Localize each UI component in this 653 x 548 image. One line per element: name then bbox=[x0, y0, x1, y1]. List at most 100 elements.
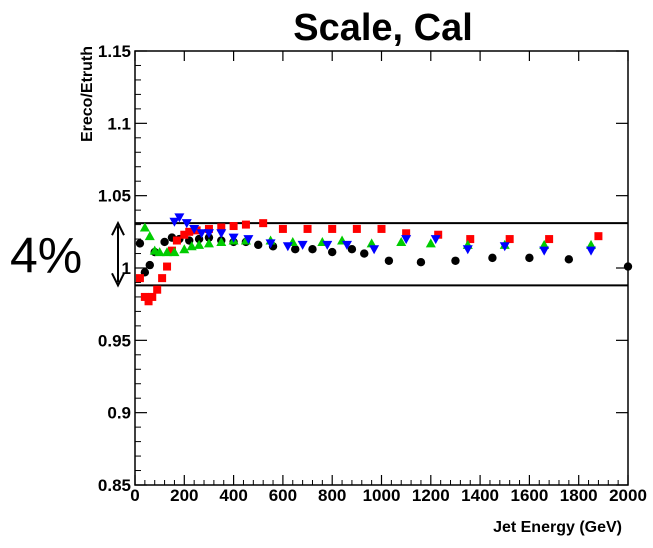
y-tick-label: 1.15 bbox=[98, 42, 131, 61]
data-point-s4 bbox=[539, 246, 550, 256]
data-point-s2 bbox=[377, 224, 386, 233]
data-point-s3 bbox=[366, 238, 377, 248]
data-point-s4 bbox=[243, 235, 254, 245]
data-point-s1 bbox=[525, 253, 534, 263]
band-arrow-head-down bbox=[111, 272, 125, 288]
band-arrow-head-up bbox=[111, 220, 125, 236]
data-point-s1 bbox=[160, 237, 169, 247]
y-tick-label: 0.95 bbox=[98, 331, 131, 350]
data-point-s3 bbox=[154, 247, 165, 257]
data-point-s1 bbox=[347, 244, 357, 254]
data-point-s3 bbox=[194, 239, 205, 249]
data-point-s3 bbox=[539, 239, 550, 249]
data-point-s1 bbox=[488, 253, 497, 263]
data-point-s4 bbox=[499, 242, 510, 252]
data-point-s2 bbox=[135, 274, 144, 283]
data-point-s4 bbox=[265, 239, 276, 249]
x-tick-label: 1600 bbox=[510, 486, 548, 505]
data-point-s2 bbox=[466, 235, 475, 244]
data-point-s2 bbox=[180, 230, 189, 239]
data-point-s2 bbox=[259, 219, 268, 228]
data-point-s1 bbox=[291, 244, 300, 254]
data-point-s4 bbox=[216, 229, 227, 239]
data-point-s1 bbox=[564, 255, 574, 264]
data-point-s2 bbox=[278, 224, 287, 233]
x-tick-label: 200 bbox=[170, 486, 198, 505]
x-tick-label: 1000 bbox=[363, 486, 401, 505]
data-point-s4 bbox=[174, 213, 185, 223]
data-point-s4 bbox=[297, 240, 308, 250]
x-tick-label: 1800 bbox=[560, 486, 598, 505]
data-point-s3 bbox=[179, 244, 190, 254]
data-point-s2 bbox=[217, 223, 226, 232]
data-point-s3 bbox=[216, 236, 227, 246]
data-point-s3 bbox=[586, 239, 597, 249]
data-point-s1 bbox=[416, 258, 426, 267]
data-point-s2 bbox=[167, 246, 176, 255]
plot-frame bbox=[134, 50, 629, 486]
y-tick-label: 0.85 bbox=[98, 476, 131, 495]
data-point-s3 bbox=[425, 238, 436, 248]
data-point-s2 bbox=[148, 292, 157, 301]
data-point-s3 bbox=[169, 247, 180, 257]
data-point-s1 bbox=[135, 239, 145, 248]
data-point-s4 bbox=[189, 224, 200, 234]
y-tick-label: 1.1 bbox=[107, 114, 131, 133]
data-point-s4 bbox=[430, 235, 441, 245]
data-point-s1 bbox=[623, 262, 633, 271]
data-point-s1 bbox=[308, 244, 317, 254]
y-tick-label: 0.9 bbox=[107, 404, 131, 423]
data-point-s2 bbox=[545, 235, 554, 244]
data-point-s2 bbox=[434, 230, 443, 239]
data-point-s3 bbox=[203, 238, 214, 248]
data-point-s2 bbox=[352, 224, 361, 233]
data-point-s4 bbox=[462, 245, 473, 255]
band-label: 4% bbox=[10, 227, 82, 283]
x-tick-label: 400 bbox=[219, 486, 247, 505]
data-point-s4 bbox=[181, 219, 192, 229]
data-point-s4 bbox=[322, 240, 333, 250]
data-point-s2 bbox=[328, 224, 337, 233]
x-tick-label: 0 bbox=[130, 486, 139, 505]
data-point-s2 bbox=[594, 232, 603, 241]
data-point-s1 bbox=[360, 249, 369, 258]
x-tick-label: 1400 bbox=[461, 486, 499, 505]
y-tick-label: 1 bbox=[122, 259, 131, 278]
data-point-s4 bbox=[228, 233, 239, 243]
data-point-s2 bbox=[229, 222, 238, 231]
data-point-s4 bbox=[401, 235, 412, 245]
data-point-s2 bbox=[204, 224, 213, 233]
x-axis-label: Jet Energy (GeV) bbox=[493, 519, 622, 536]
y-axis-label: Ereco/Etruth bbox=[79, 46, 96, 142]
data-point-s3 bbox=[186, 241, 197, 251]
data-point-s4 bbox=[586, 246, 597, 256]
x-tick-label: 1200 bbox=[412, 486, 450, 505]
data-point-s1 bbox=[384, 256, 394, 265]
data-point-s1 bbox=[254, 240, 263, 250]
y-tick-label: 1.05 bbox=[98, 187, 131, 206]
data-point-s1 bbox=[451, 256, 460, 265]
data-point-s2 bbox=[140, 292, 149, 301]
data-point-s4 bbox=[369, 245, 380, 255]
chart-title: Scale, Cal bbox=[293, 7, 473, 49]
data-point-s4 bbox=[341, 240, 352, 250]
data-point-s2 bbox=[153, 285, 162, 294]
data-point-s4 bbox=[196, 229, 207, 239]
data-point-s3 bbox=[139, 222, 150, 232]
data-point-s4 bbox=[203, 229, 214, 239]
data-point-s3 bbox=[144, 231, 155, 241]
data-point-s1 bbox=[145, 260, 154, 270]
data-point-s3 bbox=[396, 236, 407, 246]
data-point-s2 bbox=[192, 226, 201, 235]
data-point-s4 bbox=[282, 242, 293, 252]
data-point-s2 bbox=[241, 220, 250, 229]
data-point-s2 bbox=[402, 229, 411, 238]
x-tick-label: 800 bbox=[318, 486, 346, 505]
x-tick-label: 2000 bbox=[609, 486, 647, 505]
data-point-s2 bbox=[505, 235, 514, 244]
data-point-s2 bbox=[158, 274, 167, 283]
data-point-s3 bbox=[162, 247, 173, 257]
data-point-s2 bbox=[303, 224, 312, 233]
